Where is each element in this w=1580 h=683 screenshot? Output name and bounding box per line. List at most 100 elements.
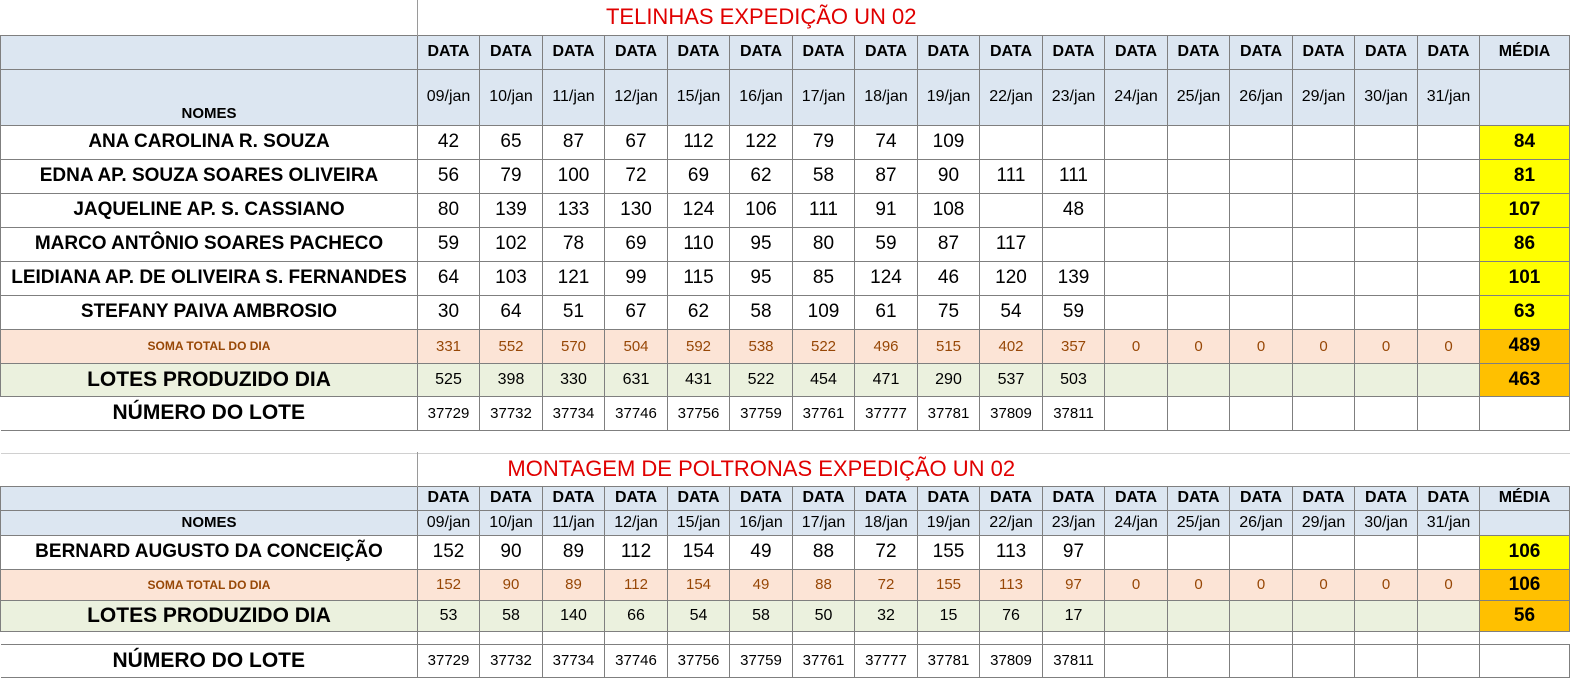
value-cell	[1229, 192, 1293, 228]
spacer-row	[0, 631, 1570, 645]
blank-cell	[1042, 631, 1105, 645]
lotes-cell	[1104, 599, 1168, 632]
value-cell	[1417, 294, 1480, 330]
blank-cell	[792, 631, 855, 645]
value-cell	[1292, 534, 1355, 570]
value-cell: 89	[542, 534, 605, 570]
value-cell: 109	[917, 124, 980, 160]
header-date: 11/jan	[542, 509, 605, 536]
value-cell	[979, 124, 1043, 160]
value-cell: 139	[479, 192, 543, 228]
employee-name: STEFANY PAIVA AMBROSIO	[0, 294, 418, 330]
value-cell	[1354, 294, 1418, 330]
lotes-row: LOTES PRODUZIDO DIA 525 398 330 631 431 522 454…	[0, 362, 1570, 397]
value-cell: 100	[542, 158, 605, 194]
blank-cell	[479, 631, 543, 645]
header-date: 23/jan	[1042, 68, 1105, 126]
section2-rows: BERNARD AUGUSTO DA CONCEIÇÃO 152 90 89 112 15…	[0, 534, 1570, 678]
value-cell: 74	[854, 124, 918, 160]
average-cell: 106	[1479, 534, 1570, 570]
lotes-average-cell: 463	[1479, 362, 1570, 397]
header-data: DATA	[1167, 485, 1230, 511]
value-cell: 111	[979, 158, 1043, 194]
header-date: 31/jan	[1417, 509, 1480, 536]
value-cell: 95	[729, 260, 793, 296]
header-data: DATA	[667, 485, 730, 511]
header-dates-row: NOMES 09/jan 10/jan 11/jan 12/jan 15/jan…	[0, 509, 1570, 536]
lot-number-cell: 37809	[979, 643, 1043, 678]
sum-cell: 504	[604, 328, 668, 364]
employee-name: JAQUELINE AP. S. CASSIANO	[0, 192, 418, 228]
header-data: DATA	[417, 485, 480, 511]
value-cell	[1167, 192, 1230, 228]
average-cell: 84	[1479, 124, 1570, 160]
header-blank	[0, 485, 418, 511]
blank-cell	[0, 430, 1570, 454]
value-cell: 133	[542, 192, 605, 228]
lotes-label: LOTES PRODUZIDO DIA	[0, 362, 418, 397]
sum-row: SOMA TOTAL DO DIA 152 90 89 112 154 49 88 72 155 1…	[0, 568, 1570, 601]
value-cell: 117	[979, 226, 1043, 262]
lotes-cell	[1167, 599, 1230, 632]
value-cell: 64	[417, 260, 480, 296]
value-cell	[1104, 534, 1168, 570]
value-cell: 112	[667, 124, 730, 160]
header-data: DATA	[1417, 485, 1480, 511]
value-cell: 42	[417, 124, 480, 160]
table-row: LEIDIANA AP. DE OLIVEIRA S. FERNANDES 64 1…	[0, 260, 1570, 296]
lot-number-cell	[1104, 643, 1168, 678]
lotes-cell: 398	[479, 362, 543, 397]
blank-cell	[1417, 631, 1480, 645]
value-cell: 56	[417, 158, 480, 194]
value-cell: 87	[542, 124, 605, 160]
lotes-cell: 525	[417, 362, 480, 397]
lotes-cell	[1292, 599, 1355, 632]
value-cell: 111	[1042, 158, 1105, 194]
header-data: DATA	[1417, 34, 1480, 70]
header-date: 17/jan	[792, 509, 855, 536]
sum-cell: 0	[1229, 568, 1293, 601]
blank-cell	[917, 631, 980, 645]
value-cell	[1229, 534, 1293, 570]
value-cell: 72	[854, 534, 918, 570]
lot-number-row: NÚMERO DO LOTE 37729 37732 37734 37746 37756 3…	[0, 395, 1570, 431]
value-cell: 54	[979, 294, 1043, 330]
average-cell: 63	[1479, 294, 1570, 330]
blank-cell	[0, 631, 418, 645]
lot-number-cell: 37777	[854, 643, 918, 678]
blank-cell	[1479, 395, 1570, 431]
value-cell: 30	[417, 294, 480, 330]
sum-cell: 152	[417, 568, 480, 601]
header-date: 26/jan	[1229, 68, 1293, 126]
value-cell: 59	[1042, 294, 1105, 330]
header-date: 30/jan	[1354, 509, 1418, 536]
header-date: 29/jan	[1292, 68, 1355, 126]
value-cell: 69	[667, 158, 730, 194]
sum-cell: 402	[979, 328, 1043, 364]
value-cell: 49	[729, 534, 793, 570]
sum-cell: 154	[667, 568, 730, 601]
lot-number-cell	[1167, 643, 1230, 678]
value-cell: 51	[542, 294, 605, 330]
blank-cell	[1104, 631, 1168, 645]
sum-cell: 0	[1104, 328, 1168, 364]
header-date: 16/jan	[729, 68, 793, 126]
value-cell	[1042, 226, 1105, 262]
header-data: DATA	[1104, 485, 1168, 511]
blank-cell	[604, 631, 668, 645]
lot-number-cell: 37732	[479, 643, 543, 678]
sum-cell: 0	[1292, 568, 1355, 601]
average-cell: 107	[1479, 192, 1570, 228]
sum-cell: 0	[1417, 568, 1480, 601]
value-cell	[1417, 226, 1480, 262]
value-cell: 62	[729, 158, 793, 194]
lot-number-cell: 37734	[542, 643, 605, 678]
value-cell: 95	[729, 226, 793, 262]
sum-cell: 592	[667, 328, 730, 364]
lotes-cell: 522	[729, 362, 793, 397]
header-data: DATA	[729, 34, 793, 70]
blank-cell	[1292, 631, 1355, 645]
value-cell	[1417, 124, 1480, 160]
header-data: DATA	[479, 485, 543, 511]
value-cell	[1167, 158, 1230, 194]
